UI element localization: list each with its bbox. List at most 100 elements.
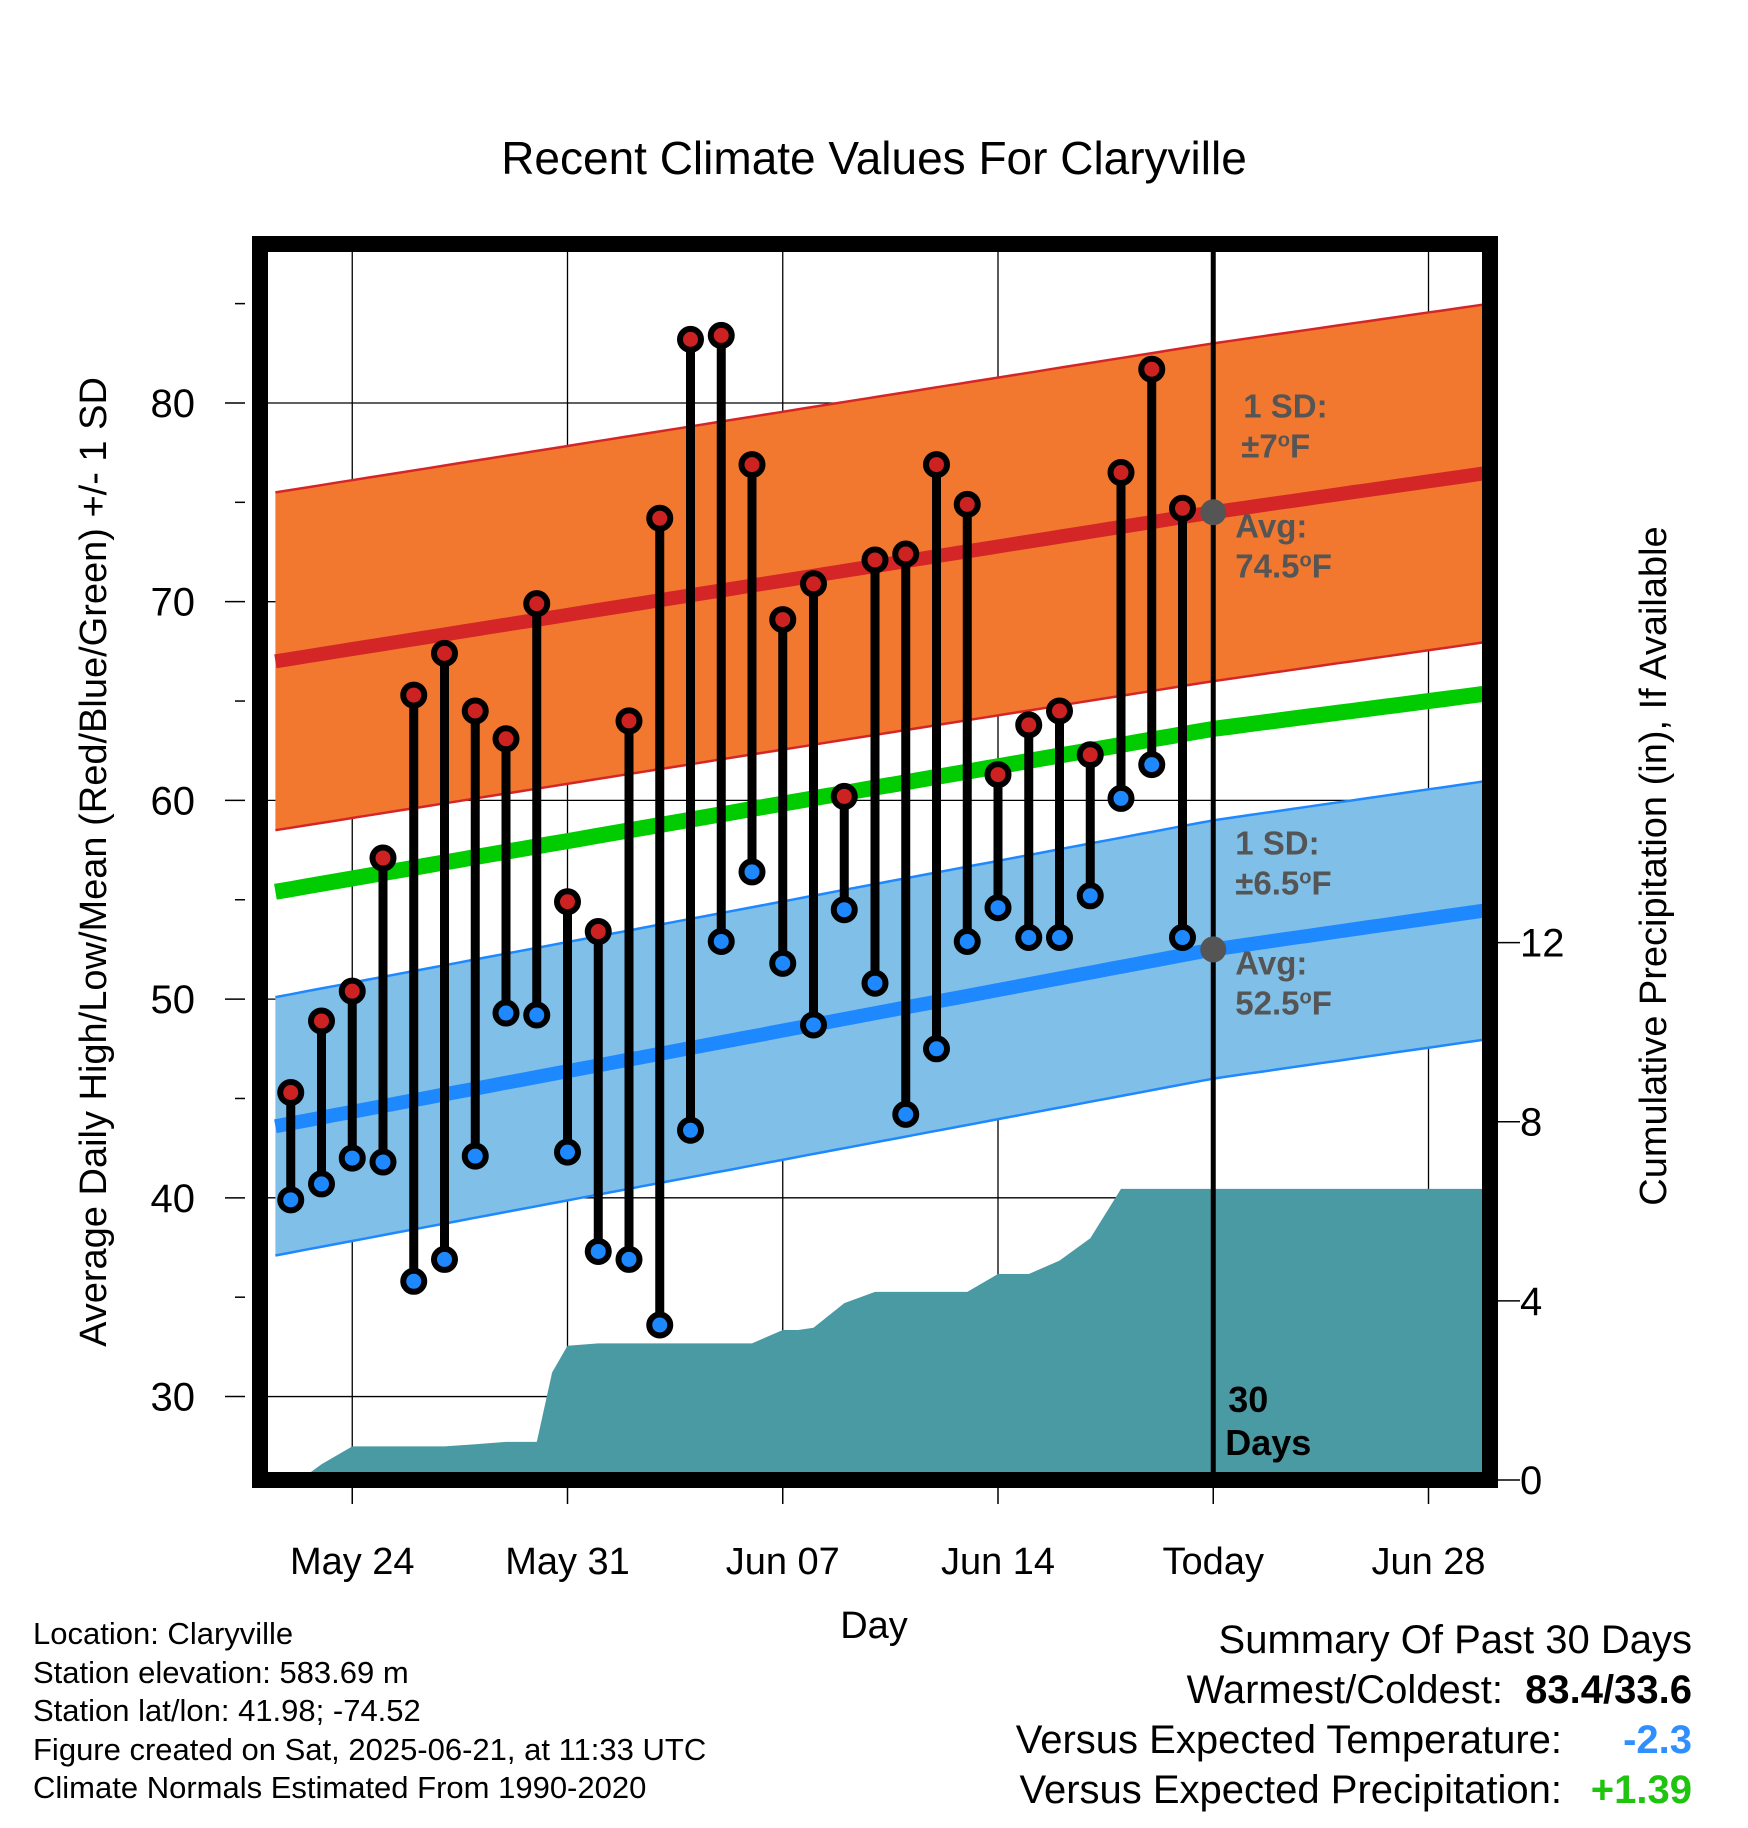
high-point — [1076, 741, 1104, 769]
low-point — [892, 1100, 920, 1128]
summary-panel: Summary Of Past 30 Days Warmest/Coldest:… — [1016, 1615, 1692, 1815]
low-avg-label: Avg: — [1235, 944, 1307, 981]
high-avg-today-dot — [1200, 499, 1227, 526]
y-tick-label: 30 — [151, 1376, 196, 1420]
high-point — [1169, 494, 1196, 522]
high-avg-label: Avg: — [1235, 507, 1307, 544]
latlon-text: Station lat/lon: 41.98; -74.52 — [33, 1693, 421, 1728]
low-point — [861, 969, 889, 997]
low-point — [769, 949, 797, 977]
high-point — [584, 918, 612, 946]
y2-tick-label: 0 — [1520, 1459, 1542, 1503]
high-point — [1107, 459, 1135, 487]
elevation-text: Station elevation: 583.69 m — [33, 1654, 409, 1690]
low-point — [431, 1245, 458, 1273]
low-point — [615, 1245, 643, 1273]
low-point — [1107, 784, 1135, 812]
y-tick-label: 70 — [151, 581, 196, 625]
high-point — [277, 1079, 305, 1107]
low-point — [338, 1144, 366, 1172]
high-point — [646, 504, 674, 532]
low-point — [984, 894, 1012, 922]
x-axis-title: Day — [840, 1605, 908, 1647]
y2-tick-label: 8 — [1520, 1101, 1542, 1145]
chart-title: Recent Climate Values For Claryville — [501, 132, 1247, 184]
x-tick-label: May 31 — [505, 1541, 630, 1583]
days-count-label: 30 — [1228, 1379, 1268, 1420]
y2-tick-label: 4 — [1520, 1280, 1542, 1324]
high-point — [1015, 711, 1043, 739]
station-info: Location: Claryville Station elevation: … — [33, 1615, 706, 1808]
x-tick-label: Jun 14 — [941, 1541, 1055, 1583]
high-point — [400, 681, 428, 709]
location-text: Location: Claryville — [33, 1616, 294, 1651]
high-point — [554, 888, 581, 916]
warmest-value: 83.4/33.6 — [1525, 1668, 1692, 1712]
high-point — [769, 606, 797, 634]
high-point — [861, 546, 889, 574]
low-sd-label: 1 SD: — [1235, 824, 1319, 861]
high-point — [984, 761, 1012, 789]
low-point — [1076, 882, 1104, 910]
y2-axis-title: Cumulative Precipitation (in), If Availa… — [1633, 526, 1675, 1205]
low-point — [308, 1170, 335, 1198]
high-point — [707, 321, 735, 349]
precip-label: Versus Expected Precipitation: — [1019, 1768, 1562, 1812]
summary-title: Summary Of Past 30 Days — [1218, 1618, 1692, 1662]
normals-text: Climate Normals Estimated From 1990-2020 — [33, 1770, 647, 1805]
low-avg-value: 52.5oF — [1235, 984, 1332, 1021]
high-point — [431, 639, 458, 667]
low-point — [461, 1142, 489, 1170]
low-point — [646, 1311, 674, 1339]
high-sd-value: ±7oF — [1241, 427, 1310, 464]
warmest-label: Warmest/Coldest: — [1186, 1668, 1503, 1712]
low-point — [277, 1186, 305, 1214]
temp-label: Versus Expected Temperature: — [1015, 1718, 1562, 1762]
high-point — [953, 490, 981, 518]
high-point — [492, 725, 520, 753]
days-word-label: Days — [1225, 1422, 1311, 1463]
precip-area — [275, 1188, 1490, 1480]
low-point — [400, 1267, 428, 1295]
y-tick-label: 80 — [151, 382, 196, 426]
high-point — [677, 325, 704, 353]
high-point — [1138, 355, 1166, 383]
low-point — [584, 1237, 612, 1265]
low-sd-lower-line — [275, 1037, 1490, 1257]
low-point — [1046, 924, 1073, 952]
high-point — [338, 977, 366, 1005]
low-point — [492, 999, 520, 1027]
precip-row: Versus Expected Precipitation: +1.39 — [1016, 1765, 1692, 1815]
plot-frame — [252, 236, 1498, 1488]
high-sd-label: 1 SD: — [1243, 387, 1327, 424]
high-point — [308, 1007, 335, 1035]
high-point — [615, 707, 643, 735]
y2-tick-label: 12 — [1520, 922, 1565, 966]
high-point — [1046, 697, 1073, 725]
high-sd-upper-line — [275, 302, 1490, 494]
high-point — [369, 844, 397, 872]
high-point — [923, 451, 950, 479]
low-point — [369, 1148, 397, 1176]
low-point — [923, 1035, 950, 1063]
y-tick-label: 40 — [151, 1177, 196, 1221]
high-point — [800, 570, 827, 598]
low-avg-today-dot — [1200, 936, 1227, 963]
high-point — [830, 782, 858, 810]
created-text: Figure created on Sat, 2025-06-21, at 11… — [33, 1731, 707, 1767]
x-tick-label: May 24 — [290, 1541, 415, 1583]
x-tick-label: Jun 28 — [1371, 1541, 1485, 1583]
warmest-row: Warmest/Coldest: 83.4/33.6 — [1016, 1665, 1692, 1715]
low-point — [1138, 751, 1166, 779]
x-tick-label: Jun 07 — [726, 1541, 840, 1583]
low-sd-value: ±6.5oF — [1235, 864, 1331, 901]
precip-value: +1.39 — [1590, 1768, 1692, 1812]
low-point — [830, 896, 858, 924]
low-point — [1169, 924, 1196, 952]
low-point — [554, 1138, 581, 1166]
y-tick-label: 60 — [151, 779, 196, 823]
low-point — [523, 1001, 551, 1029]
high-point — [892, 540, 920, 568]
x-tick-label: Today — [1163, 1541, 1264, 1583]
